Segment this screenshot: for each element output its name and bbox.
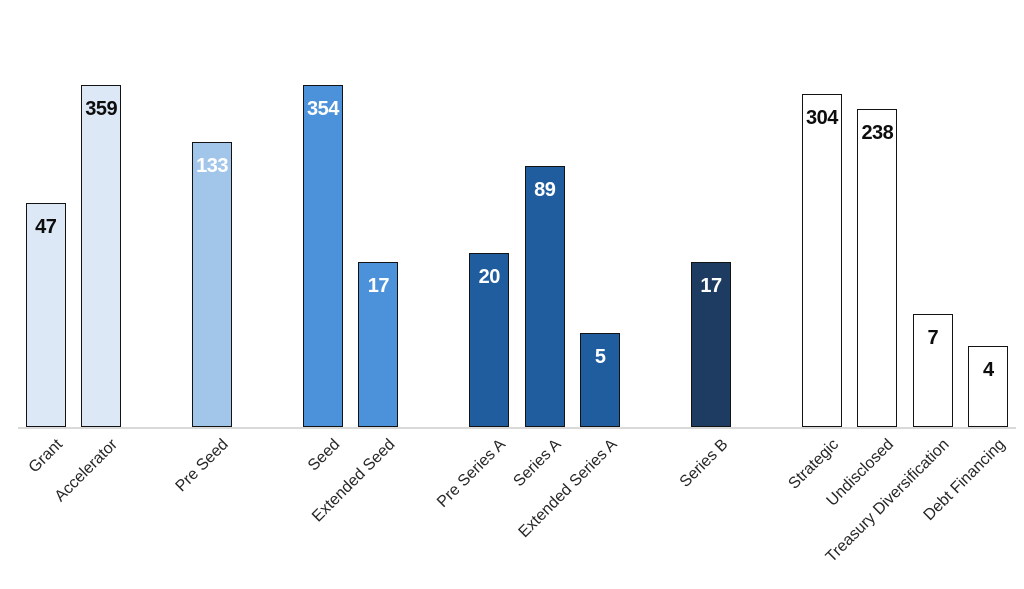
bar-value-treasury-diversification: 7 xyxy=(927,326,939,349)
bar-pre-series-a: 20 xyxy=(469,252,510,427)
bar-extended-seed: 17 xyxy=(358,262,399,427)
x-label-strategic: Strategic xyxy=(785,436,842,493)
bar-value-extended-series-a: 5 xyxy=(594,346,606,369)
bar-series-a: 89 xyxy=(524,165,565,427)
bar-value-extended-seed: 17 xyxy=(367,275,390,298)
bar-accelerator: 359 xyxy=(81,84,122,427)
bar-value-debt-financing: 4 xyxy=(982,359,994,382)
x-label-pre-series-a: Pre Series A xyxy=(434,436,510,511)
bar-value-pre-series-a: 20 xyxy=(478,265,501,288)
x-label-pre-seed: Pre Seed xyxy=(172,436,233,496)
bar-value-pre-seed: 133 xyxy=(196,155,228,178)
x-label-seed: Seed xyxy=(304,436,343,475)
bar-value-accelerator: 359 xyxy=(85,97,118,120)
x-label-extended-series-a: Extended Series A xyxy=(515,436,621,542)
x-label-grant: Grant xyxy=(25,436,66,477)
bar-series-b: 17 xyxy=(691,262,732,427)
bar-extended-series-a: 5 xyxy=(580,333,621,427)
x-label-series-b: Series B xyxy=(676,436,732,491)
x-axis-line xyxy=(18,427,1016,429)
bar-treasury-diversification: 7 xyxy=(912,313,953,427)
bar-value-strategic: 304 xyxy=(806,107,838,130)
bar-value-series-a: 89 xyxy=(534,178,556,201)
bar-grant: 47 xyxy=(25,202,66,427)
bar-value-undisclosed: 238 xyxy=(861,121,894,144)
bar-debt-financing: 4 xyxy=(968,346,1009,427)
bar-strategic: 304 xyxy=(801,94,842,427)
x-label-series-a: Series A xyxy=(510,436,565,491)
bar-undisclosed: 238 xyxy=(857,108,898,427)
bar-value-series-b: 17 xyxy=(700,275,722,298)
bar-value-grant: 47 xyxy=(35,215,57,238)
bar-seed: 354 xyxy=(302,85,343,427)
bar-value-seed: 354 xyxy=(307,98,339,121)
bar-pre-seed: 133 xyxy=(192,142,233,427)
